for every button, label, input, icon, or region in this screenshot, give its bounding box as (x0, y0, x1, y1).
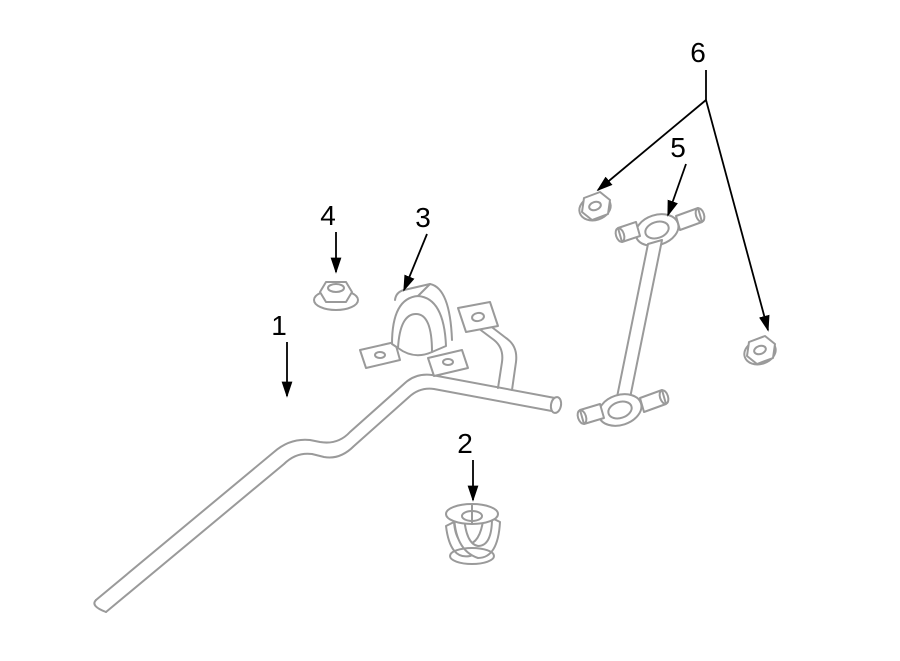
parts-diagram: 1 2 3 4 5 6 (0, 0, 900, 661)
callout-label-4: 4 (320, 200, 336, 231)
part-bracket-nut (314, 282, 358, 310)
callout-3: 3 (404, 202, 431, 290)
part-link-nut-lower (741, 336, 779, 369)
part-link-nut-upper (576, 192, 614, 225)
part-stabilizer-bar-bushing (446, 504, 500, 564)
callout-4: 4 (320, 200, 336, 272)
callout-1: 1 (271, 310, 287, 396)
callout-label-2: 2 (457, 428, 473, 459)
callout-label-6: 6 (690, 37, 706, 68)
part-bushing-bracket (360, 284, 468, 376)
callout-label-5: 5 (670, 132, 686, 163)
callout-5: 5 (668, 132, 686, 215)
callout-label-3: 3 (415, 202, 431, 233)
callout-6: 6 (598, 37, 768, 330)
callout-label-1: 1 (271, 310, 287, 341)
part-stabilizer-link (576, 207, 706, 431)
callout-2: 2 (457, 428, 473, 500)
part-stabilizer-bar (94, 302, 562, 612)
